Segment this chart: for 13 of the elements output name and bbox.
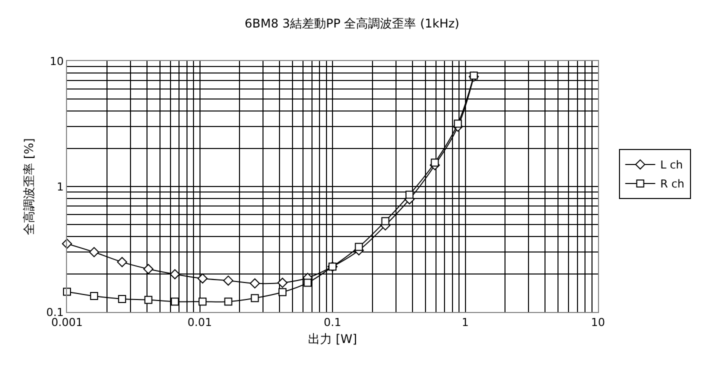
y-axis-title: 全高調波歪率 [%]: [22, 138, 36, 235]
legend-label: R ch: [660, 178, 684, 191]
x-tick-label: 0.1: [324, 316, 342, 330]
y-tick-label: 10: [50, 54, 64, 68]
x-tick-label: 10: [591, 316, 605, 330]
y-tick-label: 0.1: [46, 306, 64, 319]
x-tick-label: 0.001: [51, 316, 83, 330]
y-tick-label: 1: [56, 180, 64, 194]
x-tick-label: 0.01: [188, 316, 212, 330]
legend-label: L ch: [660, 158, 683, 172]
chart-title: 6BM8 3結差動PP 全高調波歪率 (1kHz): [244, 16, 460, 30]
x-axis-title: 出力 [W]: [308, 332, 358, 346]
x-tick-label: 1: [462, 316, 469, 330]
